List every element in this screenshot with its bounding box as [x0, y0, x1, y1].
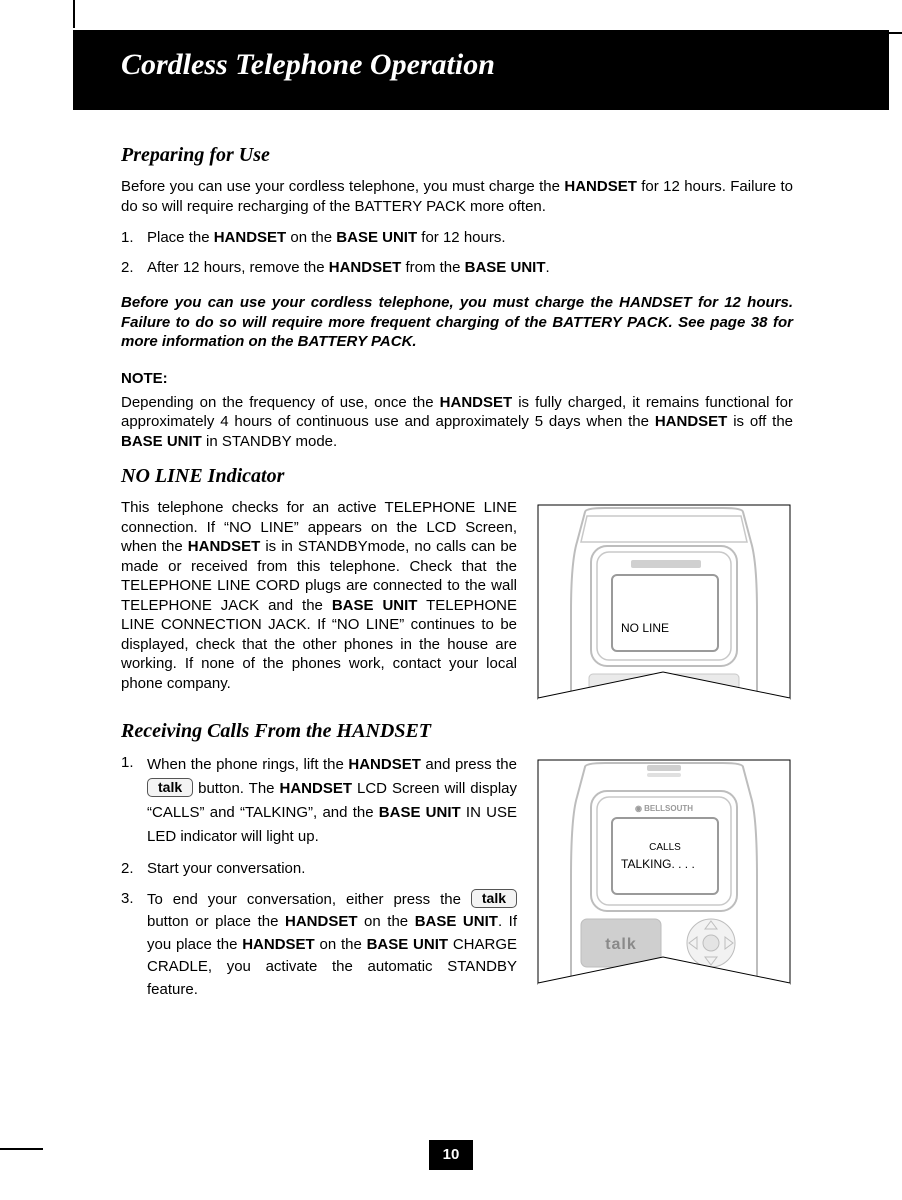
- talk-button-icon: talk: [147, 778, 193, 797]
- list-number: 2.: [121, 258, 147, 278]
- list-body: After 12 hours, remove the HANDSET from …: [147, 258, 793, 278]
- list-body: Place the HANDSET on the BASE UNIT for 1…: [147, 228, 793, 248]
- talk-button-icon: talk: [471, 889, 517, 908]
- handset-illustration: ◉ BELLSOUTH talk: [535, 757, 793, 987]
- crop-mark-left: [0, 1148, 43, 1150]
- noline-body: This telephone checks for an active TELE…: [121, 498, 517, 702]
- note-label: NOTE:: [121, 370, 793, 387]
- heading-receiving: Receiving Calls From the HANDSET: [121, 720, 793, 743]
- list-number: 2.: [121, 859, 147, 879]
- receiving-step-2: 2. Start your conversation.: [121, 859, 517, 879]
- crop-mark-right: [887, 32, 902, 34]
- crop-mark-top: [73, 0, 75, 28]
- svg-text:talk: talk: [605, 936, 637, 953]
- list-number: 1.: [121, 753, 147, 849]
- lcd-text: NO LINE: [621, 621, 709, 635]
- lcd-screen: CALLS TALKING. . . .: [611, 817, 719, 895]
- receiving-step-3: 3. To end your conversation, either pres…: [121, 889, 517, 1002]
- lcd-line1: CALLS: [621, 842, 709, 853]
- note-body: Depending on the frequency of use, once …: [121, 393, 793, 452]
- lcd-line2: TALKING. . . .: [621, 857, 709, 871]
- preparing-intro: Before you can use your cordless telepho…: [121, 177, 793, 216]
- noline-row: This telephone checks for an active TELE…: [121, 498, 793, 702]
- receiving-row: 1. When the phone rings, lift the HANDSE…: [121, 753, 793, 1011]
- list-body: When the phone rings, lift the HANDSET a…: [147, 753, 517, 849]
- receiving-step-1: 1. When the phone rings, lift the HANDSE…: [121, 753, 517, 849]
- preparing-warning: Before you can use your cordless telepho…: [121, 293, 793, 352]
- preparing-step-1: 1. Place the HANDSET on the BASE UNIT fo…: [121, 228, 793, 248]
- lcd-screen: NO LINE: [611, 574, 719, 652]
- list-body: To end your conversation, either press t…: [147, 889, 517, 1002]
- heading-preparing: Preparing for Use: [121, 144, 793, 167]
- heading-noline: NO LINE Indicator: [121, 465, 793, 488]
- brand-label: ◉ BELLSOUTH: [635, 804, 693, 813]
- preparing-step-2: 2. After 12 hours, remove the HANDSET fr…: [121, 258, 793, 278]
- handset-illustration: NO LINE: [535, 502, 793, 702]
- noline-figure: NO LINE: [535, 498, 793, 702]
- title-banner: Cordless Telephone Operation: [73, 30, 889, 110]
- page-content: Preparing for Use Before you can use you…: [121, 130, 793, 1011]
- manual-page: Cordless Telephone Operation Preparing f…: [0, 0, 902, 1200]
- receiving-figure: ◉ BELLSOUTH talk: [535, 753, 793, 1011]
- list-number: 3.: [121, 889, 147, 1002]
- receiving-text: 1. When the phone rings, lift the HANDSE…: [121, 753, 517, 1011]
- page-number: 10: [429, 1140, 473, 1170]
- list-number: 1.: [121, 228, 147, 248]
- page-title: Cordless Telephone Operation: [121, 48, 495, 82]
- list-body: Start your conversation.: [147, 859, 517, 879]
